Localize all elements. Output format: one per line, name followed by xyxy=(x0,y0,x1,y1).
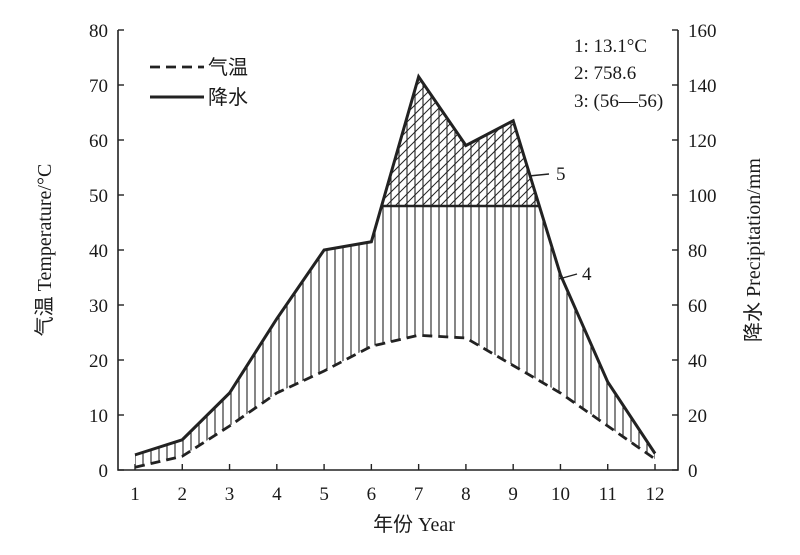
y-right-tick-label: 140 xyxy=(688,76,717,97)
y-left-tick-label: 50 xyxy=(89,186,108,207)
info-line-2: 2: 758.6 xyxy=(574,63,636,84)
hatch-diagonal-line xyxy=(761,30,800,470)
callout-5-leader xyxy=(528,173,550,177)
x-tick-label: 5 xyxy=(319,484,329,505)
x-tick-label: 9 xyxy=(508,484,518,505)
legend-temperature-label: 气温 xyxy=(208,56,248,79)
y-right-tick-label: 60 xyxy=(688,296,707,317)
y-right-tick-label: 0 xyxy=(688,461,698,482)
hatch-diagonal-line xyxy=(381,76,500,206)
hatch-diagonal-line xyxy=(779,30,800,470)
x-tick-label: 3 xyxy=(225,484,235,505)
x-tick-label: 8 xyxy=(461,484,471,505)
hatch-diagonal-line xyxy=(0,30,130,470)
hatch-diagonal-line xyxy=(381,76,509,206)
info-block: 1: 13.1°C 2: 758.6 3: (56—56) xyxy=(574,36,663,112)
y-axis-left-title: 气温 Temperature/°C xyxy=(33,164,56,337)
x-axis-title: 年份 Year xyxy=(373,513,455,536)
x-tick-label: 4 xyxy=(272,484,282,505)
y-right-tick-label: 100 xyxy=(688,186,717,207)
hatch-diagonal-line xyxy=(381,76,540,206)
hatch-diagonal-line xyxy=(788,30,800,470)
y-left-tick-label: 80 xyxy=(89,21,108,42)
y-left-tick-label: 0 xyxy=(99,461,109,482)
y-left-tick-label: 20 xyxy=(89,351,108,372)
temperature-line xyxy=(134,333,656,469)
hatch-diagonal-line xyxy=(644,30,800,470)
y-left-tick-label: 10 xyxy=(89,406,108,427)
hatch-diagonal-line xyxy=(381,76,491,206)
hatch-diagonal-line xyxy=(662,30,800,470)
hatch-diagonal-line xyxy=(770,30,800,470)
hatch-diagonal-line xyxy=(381,76,410,206)
callout-4-label: 4 xyxy=(582,264,592,285)
y-right-tick-label: 120 xyxy=(688,131,717,152)
y-left-tick-label: 60 xyxy=(89,131,108,152)
legend-precipitation-label: 降水 xyxy=(208,86,248,109)
y-right-tick-label: 40 xyxy=(688,351,707,372)
y-left-tick-label: 30 xyxy=(89,296,108,317)
hatch-diagonal-line xyxy=(381,76,518,206)
y-axis-right-title: 降水 Precipitation/mm xyxy=(742,158,765,342)
y-left-tick-label: 70 xyxy=(89,76,108,97)
x-tick-label: 1 xyxy=(130,484,140,505)
y-right-tick-label: 20 xyxy=(688,406,707,427)
hatch-diagonal-line xyxy=(381,76,540,206)
hatch-diagonal-line xyxy=(0,30,166,470)
hatch-diagonal-line xyxy=(0,30,148,470)
callout-5-label: 5 xyxy=(556,164,566,185)
callout-4-leader xyxy=(558,273,578,280)
info-line-1: 1: 13.1°C xyxy=(574,36,647,57)
x-tick-label: 6 xyxy=(367,484,377,505)
y-right-tick-label: 80 xyxy=(688,241,707,262)
hatch-diagonal-line xyxy=(0,30,175,470)
x-tick-label: 11 xyxy=(599,484,617,505)
hatch-diagonal-line xyxy=(381,76,540,206)
x-tick-label: 7 xyxy=(414,484,424,505)
y-right-tick-label: 160 xyxy=(688,21,717,42)
hatch-diagonal-line xyxy=(0,30,157,470)
legend: 气温 降水 xyxy=(150,56,248,109)
x-tick-label: 10 xyxy=(551,484,570,505)
x-tick-label: 12 xyxy=(646,484,665,505)
info-line-3: 3: (56—56) xyxy=(574,91,663,112)
y-left-tick-label: 40 xyxy=(89,241,108,262)
x-tick-label: 2 xyxy=(178,484,188,505)
precipitation-line xyxy=(134,73,657,457)
